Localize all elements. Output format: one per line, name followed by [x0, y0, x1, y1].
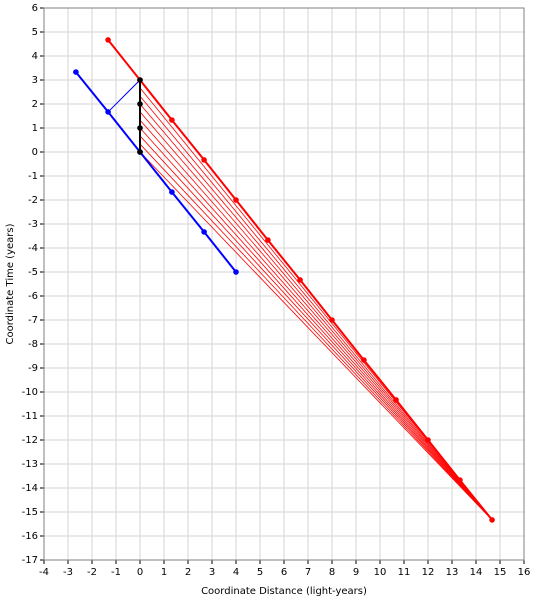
series-line: [139, 103, 493, 521]
point-marker: [393, 397, 399, 403]
point-marker: [457, 477, 463, 483]
point-marker: [105, 109, 111, 115]
x-tick-label: 1: [161, 567, 167, 578]
x-tick-label: 3: [209, 567, 215, 578]
x-tick-label: 6: [281, 567, 287, 578]
y-tick-label: 3: [32, 75, 38, 86]
point-marker: [233, 197, 239, 203]
x-axis-label: Coordinate Distance (light-years): [201, 586, 367, 597]
x-tick-label: 13: [446, 567, 459, 578]
series-line: [139, 111, 493, 521]
series-line: [139, 95, 493, 521]
point-marker: [137, 125, 143, 131]
x-tick-label: -1: [111, 567, 121, 578]
x-tick-label: 8: [329, 567, 335, 578]
y-tick-label: -10: [22, 387, 38, 398]
x-tick-label: -4: [39, 567, 49, 578]
y-tick-label: -12: [22, 435, 38, 446]
x-tick-label: 12: [422, 567, 435, 578]
y-tick-label: -9: [28, 363, 38, 374]
y-tick-label: 5: [32, 27, 38, 38]
x-tick-label: -3: [63, 567, 73, 578]
y-tick-label: -16: [22, 531, 38, 542]
point-marker: [233, 269, 239, 275]
series-line: [139, 151, 493, 521]
y-tick-label: -15: [22, 507, 38, 518]
y-tick-label: -5: [28, 267, 38, 278]
plot-border: [43, 7, 525, 561]
point-marker: [105, 37, 111, 43]
point-marker: [297, 277, 303, 283]
y-tick-label: -11: [22, 411, 38, 422]
x-tick-label: 4: [233, 567, 239, 578]
point-marker: [201, 157, 207, 163]
x-tick-label: 10: [374, 567, 387, 578]
point-marker: [137, 149, 143, 155]
y-tick-label: -8: [28, 339, 38, 350]
y-tick-label: 6: [32, 3, 38, 14]
point-marker: [137, 77, 143, 83]
y-tick-label: -4: [28, 243, 38, 254]
y-axis-label: Coordinate Time (years): [5, 223, 16, 344]
point-marker: [137, 101, 143, 107]
series-line: [75, 71, 237, 273]
point-marker: [361, 357, 367, 363]
x-tick-label: -2: [87, 567, 97, 578]
series-line: [139, 143, 493, 521]
point-marker: [73, 69, 79, 75]
point-marker: [201, 229, 207, 235]
y-tick-label: 1: [32, 123, 38, 134]
series-line: [139, 135, 493, 521]
y-tick-label: -1: [28, 171, 38, 182]
y-tick-label: -3: [28, 219, 38, 230]
x-tick-label: 2: [185, 567, 191, 578]
x-tick-label: 0: [137, 567, 143, 578]
point-marker: [169, 117, 175, 123]
y-tick-label: -6: [28, 291, 38, 302]
series-line: [139, 127, 493, 521]
y-tick-label: -2: [28, 195, 38, 206]
x-tick-label: 9: [353, 567, 359, 578]
point-marker: [169, 189, 175, 195]
x-tick-label: 14: [470, 567, 483, 578]
y-tick-label: 2: [32, 99, 38, 110]
x-tick-label: 11: [398, 567, 411, 578]
y-tick-label: -13: [22, 459, 38, 470]
series-line: [107, 79, 141, 113]
series-line: [139, 119, 493, 521]
point-marker: [489, 517, 495, 523]
x-tick-label: 5: [257, 567, 263, 578]
x-tick-label: 15: [494, 567, 507, 578]
y-tick-label: -17: [22, 555, 38, 566]
point-marker: [265, 237, 271, 243]
x-tick-label: 7: [305, 567, 311, 578]
y-tick-label: 0: [32, 147, 38, 158]
y-tick-label: 4: [32, 51, 38, 62]
point-marker: [329, 317, 335, 323]
y-tick-label: -7: [28, 315, 38, 326]
y-tick-label: -14: [22, 483, 38, 494]
x-tick-label: 16: [518, 567, 531, 578]
point-marker: [425, 437, 431, 443]
